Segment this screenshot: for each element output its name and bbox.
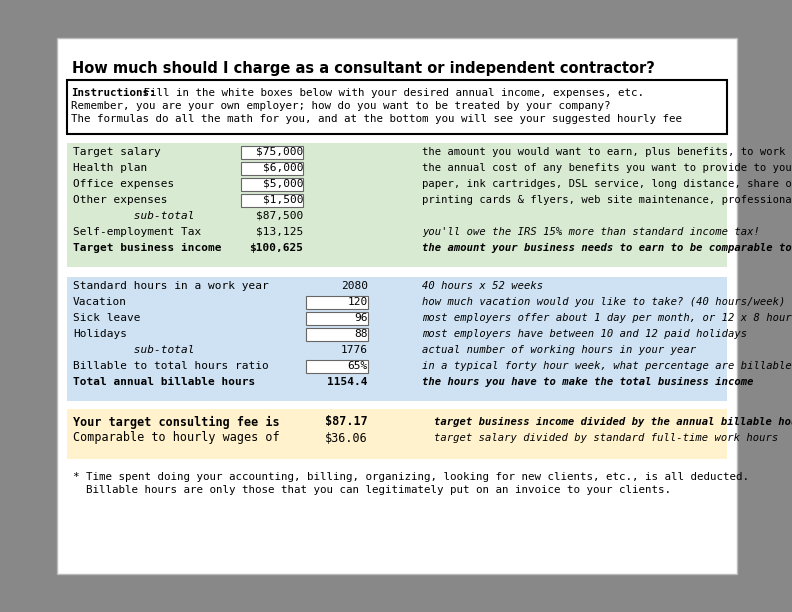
Text: Health plan: Health plan — [73, 163, 147, 173]
Text: 65%: 65% — [348, 361, 368, 371]
Text: Target salary: Target salary — [73, 147, 161, 157]
Text: most employers offer about 1 day per month, or 12 x 8 hours: most employers offer about 1 day per mon… — [422, 313, 792, 323]
Text: $1,500: $1,500 — [262, 195, 303, 205]
Text: Total annual billable hours: Total annual billable hours — [73, 377, 255, 387]
Bar — [241, 162, 303, 174]
Text: $36.06: $36.06 — [326, 431, 368, 444]
Text: $87,500: $87,500 — [256, 211, 303, 221]
Text: target salary divided by standard full-time work hours: target salary divided by standard full-t… — [434, 433, 779, 443]
Text: printing cards & flyers, web site maintenance, professional organization dues: printing cards & flyers, web site mainte… — [422, 195, 792, 205]
Bar — [306, 296, 368, 308]
Text: 1776: 1776 — [341, 345, 368, 355]
Text: $87.17: $87.17 — [326, 416, 368, 428]
Text: Vacation: Vacation — [73, 297, 127, 307]
Bar — [241, 177, 303, 190]
Text: The formulas do all the math for you, and at the bottom you will see your sugges: The formulas do all the math for you, an… — [71, 114, 682, 124]
Bar — [241, 146, 303, 159]
Text: sub-total: sub-total — [73, 345, 195, 355]
Text: Instructions:: Instructions: — [71, 88, 155, 98]
Text: Self-employment Tax: Self-employment Tax — [73, 227, 201, 237]
Text: the amount you would want to earn, plus benefits, to work for someone else: the amount you would want to earn, plus … — [422, 147, 792, 157]
Text: $13,125: $13,125 — [256, 227, 303, 237]
Text: 2080: 2080 — [341, 281, 368, 291]
Text: target business income divided by the annual billable hours: target business income divided by the an… — [434, 417, 792, 427]
Bar — [67, 80, 727, 134]
Text: $75,000: $75,000 — [256, 147, 303, 157]
Text: Target business income: Target business income — [73, 243, 222, 253]
Text: $5,000: $5,000 — [262, 179, 303, 189]
Text: Sick leave: Sick leave — [73, 313, 140, 323]
Text: in a typical forty hour week, what percentage are billable to clients?*: in a typical forty hour week, what perce… — [422, 361, 792, 371]
Text: the hours you have to make the total business income: the hours you have to make the total bus… — [422, 377, 753, 387]
Text: 1154.4: 1154.4 — [328, 377, 368, 387]
Text: How much should I charge as a consultant or independent contractor?: How much should I charge as a consultant… — [72, 61, 655, 75]
Bar — [306, 312, 368, 324]
Text: $100,625: $100,625 — [249, 243, 303, 253]
Text: Standard hours in a work year: Standard hours in a work year — [73, 281, 268, 291]
Text: 96: 96 — [355, 313, 368, 323]
Text: Billable to total hours ratio: Billable to total hours ratio — [73, 361, 268, 371]
Text: 40 hours x 52 weeks: 40 hours x 52 weeks — [422, 281, 543, 291]
Bar — [67, 143, 727, 267]
Text: Other expenses: Other expenses — [73, 195, 167, 205]
Text: you'll owe the IRS 15% more than standard income tax!: you'll owe the IRS 15% more than standar… — [422, 227, 760, 237]
Text: 120: 120 — [348, 297, 368, 307]
Text: * Time spent doing your accounting, billing, organizing, looking for new clients: * Time spent doing your accounting, bill… — [73, 472, 749, 482]
Bar — [67, 409, 727, 459]
Text: $6,000: $6,000 — [262, 163, 303, 173]
Bar — [241, 193, 303, 206]
Text: the amount your business needs to earn to be comparable to your target salary: the amount your business needs to earn t… — [422, 243, 792, 253]
Text: Your target consulting fee is: Your target consulting fee is — [73, 416, 280, 428]
Text: most employers have between 10 and 12 paid holidays: most employers have between 10 and 12 pa… — [422, 329, 747, 339]
Bar — [306, 359, 368, 373]
Text: Fill in the white boxes below with your desired annual income, expenses, etc.: Fill in the white boxes below with your … — [137, 88, 644, 98]
Text: Remember, you are your own employer; how do you want to be treated by your compa: Remember, you are your own employer; how… — [71, 101, 611, 111]
Text: Office expenses: Office expenses — [73, 179, 174, 189]
Text: sub-total: sub-total — [73, 211, 195, 221]
Text: Holidays: Holidays — [73, 329, 127, 339]
Text: Billable hours are only those that you can legitimately put on an invoice to you: Billable hours are only those that you c… — [73, 485, 671, 495]
Text: the annual cost of any benefits you want to provide to yourself as an employee: the annual cost of any benefits you want… — [422, 163, 792, 173]
Text: Comparable to hourly wages of: Comparable to hourly wages of — [73, 431, 280, 444]
Text: paper, ink cartridges, DSL service, long distance, share of rent: paper, ink cartridges, DSL service, long… — [422, 179, 792, 189]
Text: actual number of working hours in your year: actual number of working hours in your y… — [422, 345, 696, 355]
Bar — [306, 327, 368, 340]
Text: how much vacation would you like to take? (40 hours/week): how much vacation would you like to take… — [422, 297, 786, 307]
Bar — [57, 38, 737, 574]
Text: 88: 88 — [355, 329, 368, 339]
Bar — [67, 277, 727, 401]
